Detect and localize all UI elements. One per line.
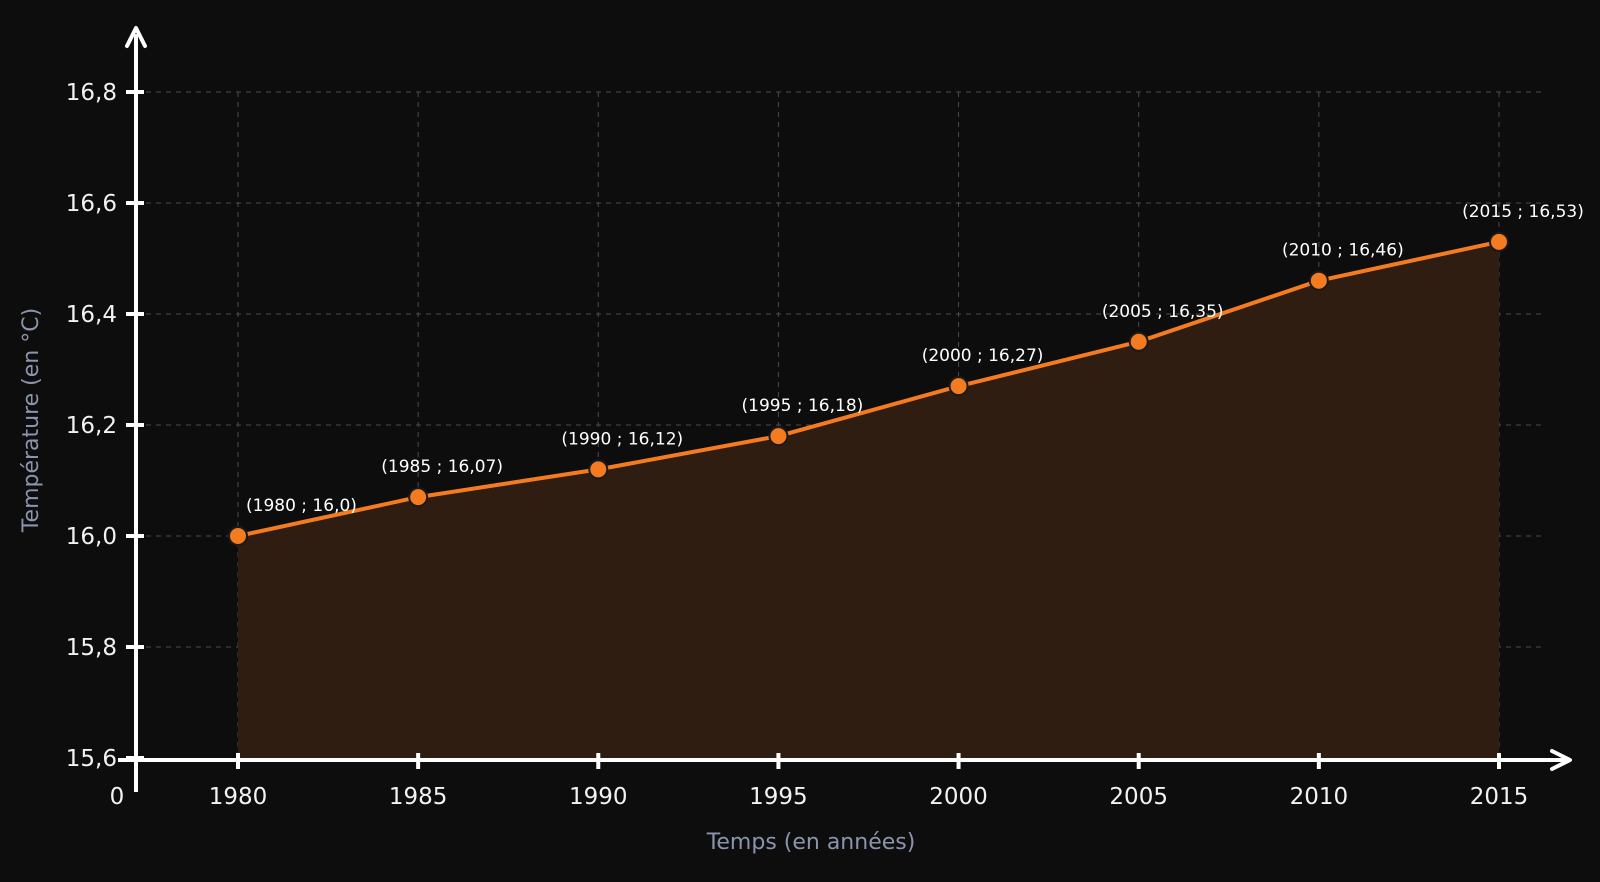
data-label: (1985 ; 16,07) [381,457,503,477]
y-tick-label: 16,2 [66,413,117,439]
x-tick-label: 2005 [1109,784,1168,810]
data-label: (2000 ; 16,27) [922,346,1044,366]
x-tick-label: 1985 [389,784,448,810]
data-point [1488,231,1509,252]
data-label: (1980 ; 16,0) [246,496,357,516]
area-fill [238,241,1499,761]
data-label: (2005 ; 16,35) [1102,302,1224,322]
y-tick-label: 15,8 [66,635,117,661]
data-label: (2015 ; 16,53) [1462,202,1584,222]
origin-label: 0 [110,784,125,810]
x-tick-label: 1980 [209,784,268,810]
data-label: (1995 ; 16,18) [742,396,864,416]
axes [118,26,1572,792]
data-point [948,376,969,397]
data-label: (2010 ; 16,46) [1282,241,1404,261]
data-point [1308,270,1329,291]
data-point [768,426,789,447]
x-axis-title: Temps (en années) [706,830,916,855]
data-point [408,487,429,508]
data-point [1128,331,1149,352]
y-tick-label: 15,6 [66,746,117,772]
y-axis-arrow [125,26,147,48]
tick-labels: 15,6 15,8 16,0 16,2 16,4 16,6 16,8 1980 1985 1990… [66,80,1528,810]
data-label: (1990 ; 16,12) [561,429,683,449]
x-tick-label: 2000 [929,784,988,810]
y-tick-label: 16,4 [66,302,117,328]
series-line [237,239,1500,538]
y-tick-label: 16,0 [66,524,117,550]
x-tick-label: 1995 [749,784,808,810]
point-labels: (1980 ; 16,0) (1985 ; 16,07) (1990 ; 16,12… [246,202,1584,516]
x-tick-label: 1990 [569,784,628,810]
data-point [228,526,248,546]
y-tick-label: 16,8 [66,80,117,106]
y-axis-title: Température (en °C) [19,308,44,533]
x-tick-label: 2015 [1470,784,1529,810]
x-tick-label: 2010 [1290,784,1349,810]
data-point [588,459,609,480]
y-tick-label: 16,6 [66,191,117,217]
x-axis-arrow [1550,749,1572,771]
data-points [228,231,1509,546]
